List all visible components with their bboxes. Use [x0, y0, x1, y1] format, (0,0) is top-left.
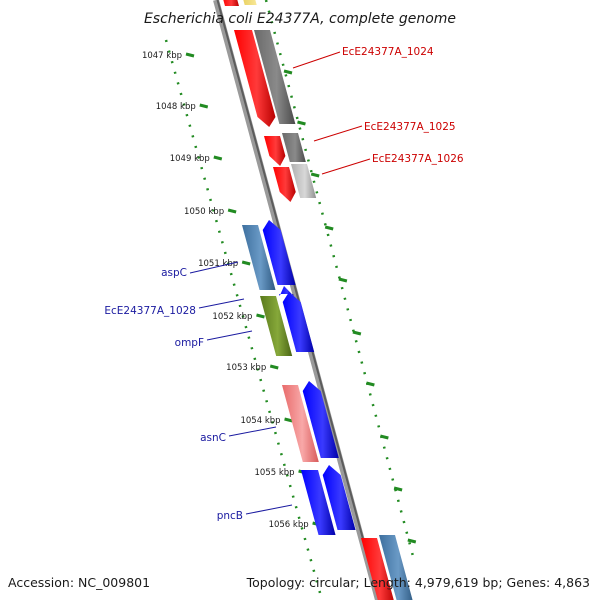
ruler-major-tick: [241, 260, 251, 266]
label-connector: [313, 125, 363, 142]
ruler-tick-label: 1055 kbp: [255, 468, 295, 478]
ruler: 1047 kbp 1048 kbp 1049 kbp 1050 kbp 1051 kbp…: [142, 0, 417, 600]
feature-gene-1025: [282, 133, 306, 162]
ruler-tick-label: 1051 kbp: [198, 259, 238, 269]
ruler-tick-label: 1056 kbp: [269, 520, 309, 530]
ruler-tick-label: 1050 kbp: [184, 207, 224, 217]
label-reverse-gene: ompF: [175, 337, 204, 349]
ruler-major-tick: [284, 417, 293, 423]
feature-gene-ompF: [260, 296, 293, 356]
ruler-tick-label: 1053 kbp: [226, 363, 266, 373]
label-connector: [245, 504, 293, 515]
feature-cds-1025: [264, 136, 286, 166]
ruler-major-tick: [393, 486, 403, 492]
label-reverse-gene: asnC: [200, 432, 226, 444]
feature-cds-ompF: [282, 292, 315, 352]
label-connector: [198, 298, 245, 309]
feature-gene-1026: [291, 164, 317, 198]
feature-cds-pncB: [322, 465, 356, 530]
ruler-tick-label: 1048 kbp: [156, 102, 196, 112]
feature-cds-asnC: [302, 381, 339, 458]
label-forward-gene: EcE24377A_1026: [372, 153, 464, 165]
ruler-major-tick: [310, 172, 320, 178]
ruler-major-tick: [297, 120, 306, 126]
ruler-major-tick: [199, 103, 209, 109]
ruler-major-tick: [213, 155, 223, 161]
feature-gene-bottom: [379, 535, 413, 600]
label-connector: [321, 158, 371, 175]
feature-cds-1024: [234, 30, 276, 127]
accession-text: Accession: NC_009801: [8, 575, 150, 590]
ruler-tick-label: 1054 kbp: [240, 416, 280, 426]
label-forward-gene: EcE24377A_1025: [364, 121, 456, 133]
ruler-major-tick: [366, 381, 375, 387]
ruler-tick-label: 1052 kbp: [212, 312, 252, 322]
label-connector: [206, 330, 253, 341]
ruler-major-tick: [227, 208, 237, 214]
ruler-inner-ticks: [164, 39, 324, 600]
features: [223, 0, 413, 600]
genome-summary-text: Topology: circular; Length: 4,979,619 bp…: [246, 575, 590, 590]
ruler-major-tick: [256, 313, 265, 319]
feature-gene-1024: [254, 30, 296, 124]
feature-cds-1026: [273, 167, 296, 202]
label-reverse-gene: pncB: [217, 510, 243, 522]
map-title: Escherichia coli E24377A, complete genom…: [144, 11, 456, 27]
label-connector: [228, 426, 277, 437]
ruler-major-tick: [185, 52, 195, 58]
feature-cds-aspC: [262, 220, 296, 285]
label-reverse-gene: aspC: [161, 267, 187, 279]
ruler-major-tick: [324, 225, 334, 231]
ruler-tick-label: 1047 kbp: [142, 51, 182, 61]
ruler-major-tick: [338, 277, 348, 283]
feature-gene-asnC: [282, 385, 319, 462]
label-reverse-gene: EcE24377A_1028: [104, 305, 196, 317]
label-forward-gene: EcE24377A_1024: [342, 46, 434, 58]
feature-labels: EcE24377A_1024 EcE24377A_1025 EcE24377A_10…: [104, 46, 464, 522]
ruler-major-tick: [379, 434, 389, 440]
ruler-tick-label: 1049 kbp: [170, 154, 210, 164]
ruler-major-tick: [269, 364, 279, 370]
ruler-major-tick: [283, 69, 293, 75]
label-connector: [292, 51, 341, 69]
feature-gene-top: [243, 0, 257, 5]
ruler-major-tick: [407, 538, 417, 544]
feature-gene-pncB: [301, 470, 336, 535]
feature-cds-top: [223, 0, 239, 6]
label-connector: [189, 261, 239, 274]
feature-gene-aspC: [242, 225, 276, 290]
ruler-major-tick: [352, 330, 362, 336]
feature-cds-bottom: [361, 538, 394, 600]
